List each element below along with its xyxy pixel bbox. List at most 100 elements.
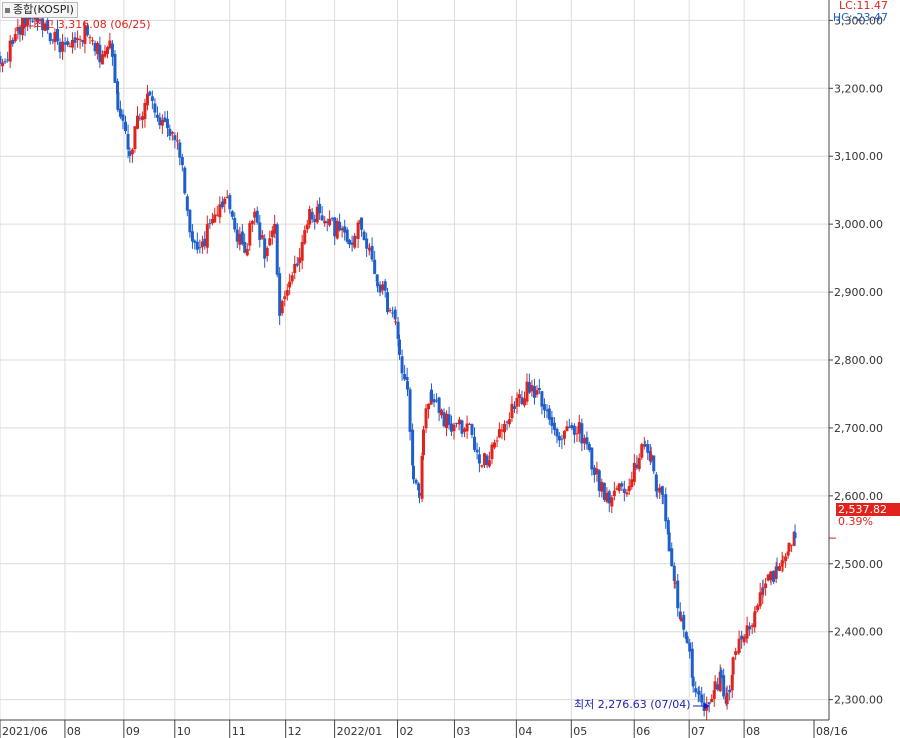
candle-body: [792, 531, 796, 546]
candle-body: [734, 651, 738, 655]
candle-body: [375, 274, 379, 282]
candle-body: [417, 483, 421, 491]
candle-body: [473, 436, 477, 450]
grid-lines: [0, 0, 829, 720]
candle-body: [98, 44, 102, 63]
low-marker: [693, 703, 710, 709]
candle-body: [432, 399, 436, 403]
candle-body: [96, 42, 100, 55]
candle-body: [730, 674, 734, 691]
candle-body: [640, 444, 644, 458]
x-tick-label: 04: [518, 725, 532, 738]
candle-body: [100, 54, 104, 65]
candle-body: [540, 391, 544, 407]
candle-body: [165, 118, 169, 129]
candle-body: [175, 140, 179, 142]
candle-body: [745, 625, 749, 639]
candle-body: [220, 201, 224, 208]
candle-body: [88, 37, 92, 39]
candle-body: [250, 220, 254, 225]
candle-body: [477, 454, 481, 464]
candle-body: [485, 455, 489, 466]
candle-body: [83, 25, 87, 44]
candle-body: [170, 132, 174, 134]
candle-body: [658, 487, 662, 493]
candle-body: [411, 429, 415, 466]
candle-body: [712, 689, 716, 699]
candle-body: [26, 11, 30, 26]
candle-body: [195, 241, 199, 250]
candle-body: [475, 449, 479, 453]
chart-title[interactable]: 종합(KOSPI): [2, 2, 78, 18]
candle-body: [116, 81, 120, 95]
candle-body: [313, 219, 317, 223]
candle-body: [160, 119, 164, 126]
candle-body: [116, 91, 120, 110]
candle-body: [615, 488, 619, 490]
candle-body: [63, 42, 67, 45]
candle-body: [691, 676, 695, 687]
candle-body: [235, 229, 239, 242]
candle-body: [143, 102, 147, 120]
candle-body: [403, 373, 407, 380]
candle-body: [774, 566, 778, 579]
candle-body: [1, 62, 5, 67]
candle-body: [679, 617, 683, 621]
candle-body: [308, 209, 312, 225]
candle-body: [632, 462, 636, 482]
candle-body: [280, 301, 284, 314]
candle-body: [530, 385, 534, 392]
candle-body: [118, 108, 122, 117]
candle-body: [376, 282, 380, 287]
candle-body: [393, 309, 397, 320]
candle-body: [582, 438, 586, 444]
x-tick-label: 02: [400, 725, 414, 738]
menu-square-icon[interactable]: [5, 7, 10, 13]
candle-body: [396, 321, 400, 339]
change-percent-label: 0.39%: [838, 515, 873, 528]
candle-body: [672, 565, 676, 582]
candle-body: [6, 59, 10, 61]
y-tick-label: 3,300.00: [834, 14, 883, 27]
candle-body: [465, 423, 469, 432]
candle-body: [18, 27, 22, 35]
x-tick-label: 07: [691, 725, 705, 738]
candle-body: [470, 424, 474, 435]
candle-body: [178, 142, 182, 158]
candle-body: [283, 296, 287, 300]
candle-body: [106, 47, 110, 55]
candle-body: [778, 566, 782, 571]
candle-body: [761, 588, 765, 590]
candle-body: [592, 467, 596, 475]
candle-body: [515, 397, 519, 407]
candle-body: [655, 488, 659, 491]
candle-body: [627, 486, 631, 492]
candle-body: [348, 240, 352, 245]
candle-body: [766, 574, 770, 581]
x-tick-label: 10: [177, 725, 191, 738]
candle-body: [323, 220, 327, 224]
candle-body: [295, 263, 299, 266]
candle-body: [756, 605, 760, 611]
candle-body: [293, 263, 297, 274]
candle-body: [394, 321, 398, 323]
candle-body: [600, 481, 604, 492]
candle-body: [439, 409, 443, 416]
x-tick-label: 05: [573, 725, 587, 738]
candle-body: [230, 211, 234, 217]
y-tick-label: 2,600.00: [834, 490, 883, 503]
candle-body: [210, 219, 214, 224]
candle-body: [381, 284, 385, 291]
candle-body: [670, 548, 674, 567]
candle-body: [138, 117, 142, 119]
candle-body: [263, 238, 267, 259]
candle-body: [325, 221, 329, 224]
x-tick-label: 08/16: [816, 725, 848, 738]
candle-body: [48, 33, 52, 42]
candle-body: [455, 423, 459, 425]
candle-body: [607, 491, 611, 504]
candle-body: [421, 429, 425, 456]
candle-body: [333, 217, 337, 237]
candle-body: [507, 419, 511, 425]
